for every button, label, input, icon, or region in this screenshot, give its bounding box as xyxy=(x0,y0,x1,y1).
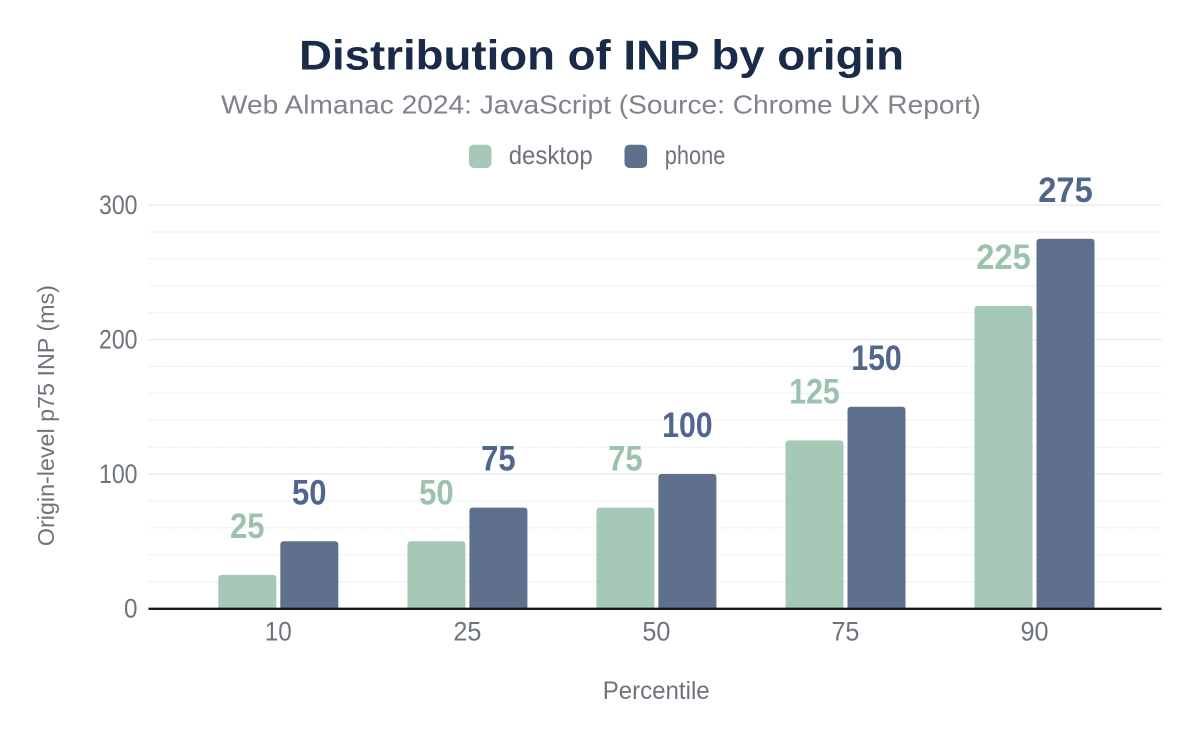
svg-text:75: 75 xyxy=(481,440,516,479)
svg-text:0: 0 xyxy=(124,593,138,623)
svg-text:275: 275 xyxy=(1038,171,1093,210)
svg-text:75: 75 xyxy=(831,617,859,647)
svg-text:Percentile: Percentile xyxy=(603,677,710,705)
svg-text:150: 150 xyxy=(851,339,902,378)
svg-text:desktop: desktop xyxy=(509,140,593,170)
svg-text:50: 50 xyxy=(292,473,327,512)
svg-text:50: 50 xyxy=(419,473,454,512)
svg-text:75: 75 xyxy=(608,440,643,479)
svg-text:phone: phone xyxy=(665,140,726,170)
svg-text:100: 100 xyxy=(99,459,138,489)
svg-text:125: 125 xyxy=(789,373,840,412)
svg-text:Distribution of INP by origin: Distribution of INP by origin xyxy=(299,32,904,79)
svg-text:Web Almanac 2024: JavaScript (: Web Almanac 2024: JavaScript (Source: Ch… xyxy=(221,89,981,119)
svg-text:10: 10 xyxy=(265,617,292,647)
svg-text:Origin-level p75 INP (ms): Origin-level p75 INP (ms) xyxy=(33,285,59,546)
svg-text:100: 100 xyxy=(662,406,713,445)
svg-text:225: 225 xyxy=(976,238,1031,277)
svg-text:50: 50 xyxy=(642,617,670,647)
svg-text:200: 200 xyxy=(99,324,138,354)
svg-text:25: 25 xyxy=(453,617,481,647)
svg-text:25: 25 xyxy=(230,507,265,546)
svg-text:300: 300 xyxy=(99,190,138,220)
svg-text:90: 90 xyxy=(1021,617,1049,647)
